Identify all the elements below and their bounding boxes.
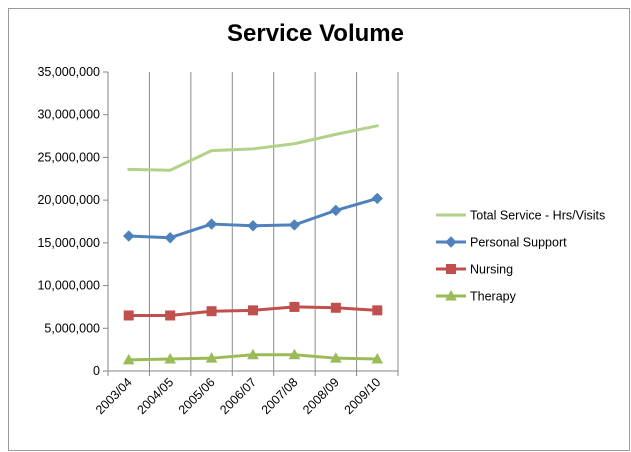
x-tick-label: 2009/10 — [342, 375, 384, 417]
chart-frame — [8, 8, 630, 451]
y-tick-label: 15,000,000 — [37, 236, 100, 250]
data-point-nursing — [330, 302, 341, 313]
data-point-personal-support — [330, 204, 342, 217]
legend-marker-personal-support — [445, 236, 457, 248]
data-point-personal-support — [288, 219, 301, 231]
data-point-personal-support — [123, 230, 135, 242]
y-tick-label: 10,000,000 — [37, 279, 100, 293]
data-point-therapy — [371, 353, 384, 364]
legend-label-personal-support: Personal Support — [470, 236, 567, 250]
data-point-therapy — [164, 353, 176, 364]
series-line-total-service-hrs-visits — [127, 124, 379, 172]
data-point-nursing — [289, 301, 300, 312]
data-point-personal-support — [247, 220, 259, 232]
data-point-nursing — [123, 310, 134, 321]
data-point-nursing — [206, 306, 217, 317]
x-tick-label: 2007/08 — [259, 375, 301, 417]
x-tick-label: 2003/04 — [93, 375, 135, 417]
x-tick-label: 2008/09 — [300, 375, 342, 417]
legend-label-nursing: Nursing — [470, 263, 513, 277]
y-tick-label: 0 — [93, 364, 100, 378]
y-tick-label: 30,000,000 — [37, 108, 100, 122]
chart-title: Service Volume — [227, 20, 404, 47]
data-point-nursing — [165, 310, 176, 321]
data-point-therapy — [330, 352, 342, 363]
legend-marker-therapy — [445, 289, 457, 301]
x-tick-label: 2004/05 — [134, 375, 176, 417]
legend-marker-nursing — [446, 264, 456, 274]
data-point-therapy — [288, 348, 301, 360]
data-point-therapy — [247, 348, 259, 360]
data-point-nursing — [248, 305, 258, 316]
x-tick-label: 2005/06 — [176, 375, 218, 417]
y-tick-label: 5,000,000 — [44, 321, 100, 335]
series-line-personal-support — [127, 196, 379, 240]
data-point-therapy — [122, 353, 135, 365]
legend-label-therapy: Therapy — [470, 290, 517, 304]
y-tick-label: 35,000,000 — [37, 65, 100, 79]
y-tick-label: 25,000,000 — [37, 150, 100, 164]
data-point-personal-support — [371, 192, 383, 205]
data-point-personal-support — [164, 232, 176, 244]
data-point-personal-support — [205, 218, 218, 230]
data-point-nursing — [372, 305, 383, 316]
data-point-therapy — [205, 352, 218, 363]
y-tick-label: 20,000,000 — [37, 193, 100, 207]
x-tick-label: 2006/07 — [217, 375, 259, 417]
legend-label-total-service-hrs-visits: Total Service - Hrs/Visits — [470, 209, 605, 223]
